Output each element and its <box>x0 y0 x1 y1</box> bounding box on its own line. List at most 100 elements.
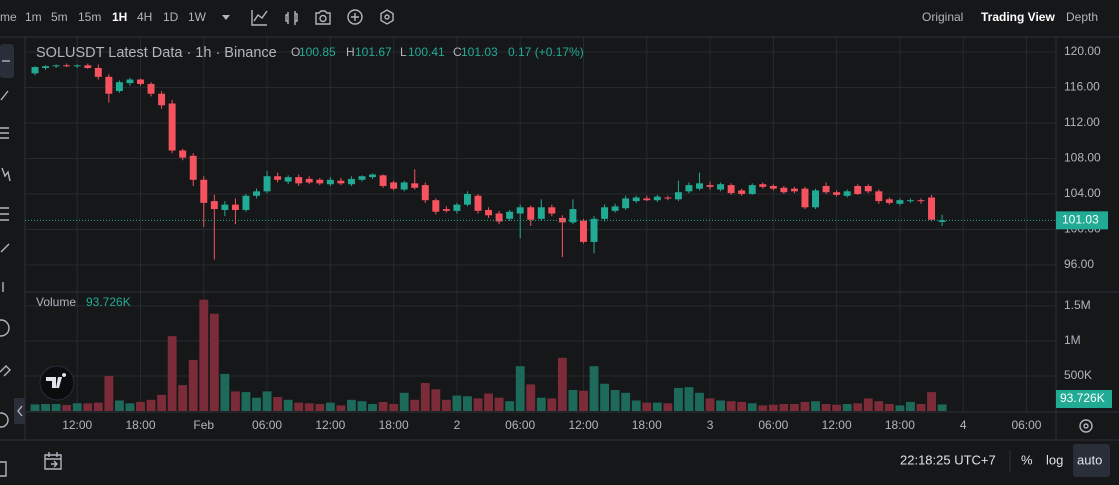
interval[interactable]: 1W <box>188 10 207 24</box>
y-tick-label: 104.00 <box>1064 186 1101 200</box>
interval[interactable]: 15m <box>78 10 101 24</box>
volume-bar <box>505 401 515 411</box>
candle-body <box>727 185 735 194</box>
candle-body <box>674 192 682 200</box>
volume-bar <box>927 392 936 411</box>
volume-bar <box>906 401 915 411</box>
volume-bar <box>188 359 198 411</box>
candle-body <box>168 103 176 151</box>
view-option[interactable]: Original <box>922 10 963 24</box>
candle-body <box>105 76 113 94</box>
percent-toggle[interactable]: % <box>1021 452 1033 467</box>
add-icon[interactable] <box>347 9 363 25</box>
collapse-button[interactable] <box>17 405 23 417</box>
tool-icons[interactable] <box>0 319 10 337</box>
tool-fib[interactable] <box>0 127 9 139</box>
volume-bar <box>642 402 652 411</box>
legend-label: C <box>453 45 462 59</box>
volume-bar <box>315 404 325 411</box>
legend-label: O <box>291 45 300 59</box>
tool-measure[interactable] <box>0 365 11 377</box>
y2-tick-label: 500K <box>1064 368 1092 382</box>
volume-bar <box>494 397 504 411</box>
logo-mark <box>46 373 67 388</box>
volume-bar <box>789 404 799 411</box>
y-tick-label: 120.00 <box>1064 44 1101 58</box>
x-tick-label: 06:00 <box>252 418 282 432</box>
candle-body <box>601 207 609 219</box>
volume-bar <box>853 403 863 411</box>
interval[interactable]: 5m <box>51 10 68 24</box>
candle-body <box>442 209 450 211</box>
tool-lock[interactable] <box>0 461 7 477</box>
interval[interactable]: 1m <box>25 10 42 24</box>
volume-bar <box>347 399 356 411</box>
interval-dropdown[interactable] <box>222 15 230 20</box>
volume-bar <box>610 390 620 411</box>
date-range-icon[interactable] <box>44 452 62 470</box>
view-option[interactable]: Depth <box>1066 10 1098 24</box>
tool-brush[interactable] <box>0 243 10 253</box>
screenshot-icon[interactable] <box>315 10 331 25</box>
candle-body <box>390 182 398 189</box>
last-volume-label: 93.726K <box>1060 391 1105 405</box>
tool-pattern[interactable] <box>1 167 11 182</box>
candle-body <box>316 179 324 184</box>
interval[interactable]: 1D <box>163 10 179 24</box>
candle-body <box>400 182 408 190</box>
axis-settings-dot <box>1083 423 1089 429</box>
x-tick-label: 18:00 <box>885 418 915 432</box>
volume-bar <box>283 399 293 411</box>
volume-bar <box>663 403 673 411</box>
candle-body <box>569 209 577 223</box>
y2-tick-label: 1.5M <box>1064 298 1091 312</box>
candle-body <box>274 176 282 180</box>
volume-bar <box>695 392 704 411</box>
legend-label: H <box>346 45 355 59</box>
candle-body <box>126 79 134 84</box>
legend-label: L <box>400 45 407 59</box>
footer: 22:18:25 UTC+7 % log auto <box>44 444 1110 477</box>
volume-bar <box>199 299 209 411</box>
candle-body <box>326 179 334 185</box>
volume-bar <box>357 401 367 411</box>
interval[interactable]: 4H <box>137 10 152 24</box>
axis-settings-icon[interactable] <box>1079 419 1093 433</box>
candle-body <box>516 207 524 214</box>
legend: SOLUSDT Latest Data · 1h · Binance O 100… <box>36 45 584 309</box>
auto-toggle[interactable]: auto <box>1077 452 1102 467</box>
volume-bar <box>51 404 61 411</box>
volume-bar <box>768 404 778 411</box>
candle-body <box>284 177 292 182</box>
clock: 22:18:25 UTC+7 <box>900 452 996 467</box>
tool-zoom[interactable] <box>0 412 9 428</box>
volume-bar <box>325 402 335 411</box>
auto-toggle-bg[interactable] <box>1073 444 1110 477</box>
x-tick-label: 12:00 <box>568 418 598 432</box>
volume-bar <box>621 392 631 411</box>
x-tick-label: 18:00 <box>125 418 155 432</box>
tradingview-logo <box>39 365 75 401</box>
indicators-icon[interactable] <box>285 11 298 25</box>
view-option-active[interactable]: Trading View <box>981 10 1055 24</box>
volume-bar <box>368 404 377 411</box>
candle-body <box>759 184 767 187</box>
volume-bar <box>557 357 567 411</box>
candle-body <box>84 65 92 68</box>
interval[interactable]: me <box>0 10 17 24</box>
chart-type-icon[interactable] <box>251 10 268 26</box>
volume-bar <box>884 404 894 411</box>
candle-body <box>369 174 377 178</box>
axis-settings <box>1079 419 1093 433</box>
candle-body <box>611 206 619 211</box>
tool-trendline[interactable] <box>0 90 9 101</box>
x-tick-label: 12:00 <box>315 418 345 432</box>
tool-prediction[interactable] <box>0 207 9 221</box>
legend-change: 0.17 (+0.17%) <box>508 45 584 59</box>
x-tick-label: 06:00 <box>758 418 788 432</box>
settings-icon[interactable] <box>380 9 394 25</box>
interval-active[interactable]: 1H <box>112 10 127 24</box>
candle-body <box>115 82 123 92</box>
log-toggle[interactable]: log <box>1046 452 1063 467</box>
